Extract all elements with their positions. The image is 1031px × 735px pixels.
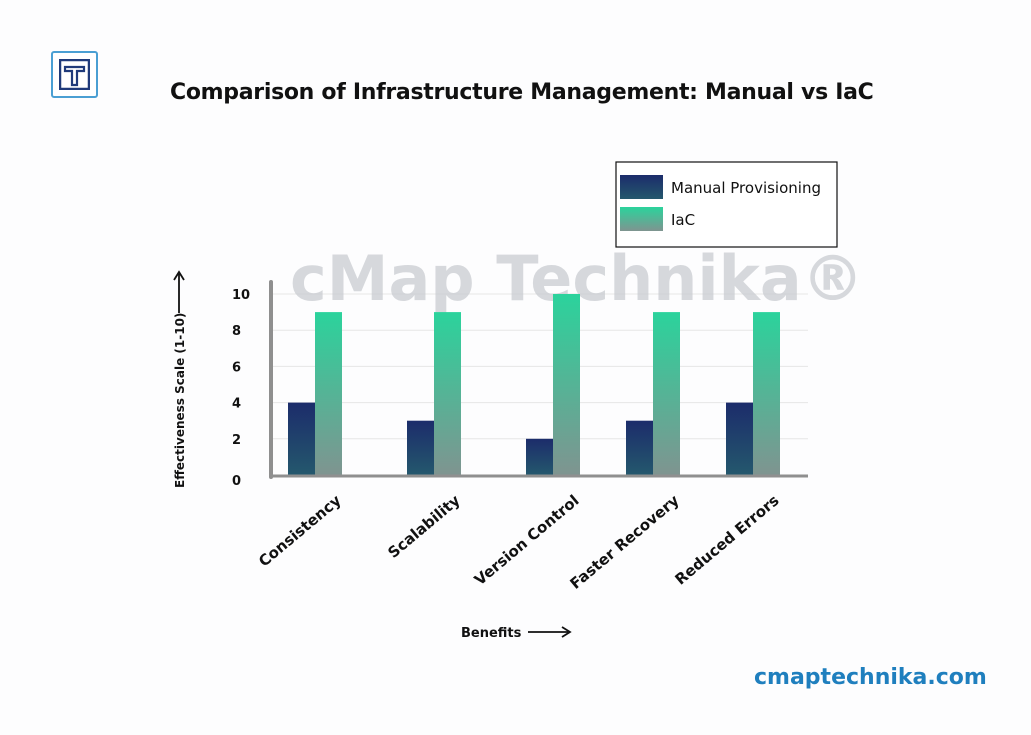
bar-manual-reduced-errors	[726, 402, 753, 475]
brand-logo	[51, 51, 98, 98]
y-axis-title: Effectiveness Scale (1-10)	[173, 313, 187, 488]
bar-iac-consistency	[315, 312, 342, 475]
y-tick-label: 0	[232, 474, 241, 489]
y-tick-label: 2	[232, 433, 241, 448]
bar-manual-scalability	[407, 420, 434, 475]
y-tick-label: 6	[232, 360, 241, 375]
legend-swatch-manual	[620, 175, 663, 199]
y-tick-label: 10	[232, 288, 250, 303]
x-tick-label: Consistency	[255, 491, 345, 570]
bar-iac-faster-recovery	[653, 312, 680, 475]
chart-title: Comparison of Infrastructure Management:…	[170, 80, 874, 105]
x-tick-label: Scalability	[384, 491, 463, 562]
website-link[interactable]: cmaptechnika.com	[754, 665, 987, 690]
legend-label: Manual Provisioning	[671, 179, 821, 197]
legend-box	[615, 161, 838, 248]
bar-manual-version-control	[526, 438, 553, 475]
logo-t-icon	[59, 59, 90, 90]
bar-iac-version-control	[553, 294, 580, 475]
y-arrow-head-icon	[173, 270, 185, 281]
x-axis-title: Benefits	[461, 626, 522, 641]
y-tick-label: 4	[232, 397, 241, 412]
x-arrow-head-icon	[561, 626, 572, 638]
x-tick-label: Reduced Errors	[672, 491, 783, 588]
bar-manual-consistency	[288, 402, 315, 475]
x-tick-label: Version Control	[471, 491, 583, 589]
y-tick-label: 8	[232, 324, 241, 339]
bar-iac-scalability	[434, 312, 461, 475]
legend-swatch-iac	[620, 207, 663, 231]
bar-manual-faster-recovery	[626, 420, 653, 475]
x-tick-label: Faster Recovery	[566, 491, 682, 593]
bar-iac-reduced-errors	[753, 312, 780, 475]
legend-label: IaC	[671, 211, 695, 229]
